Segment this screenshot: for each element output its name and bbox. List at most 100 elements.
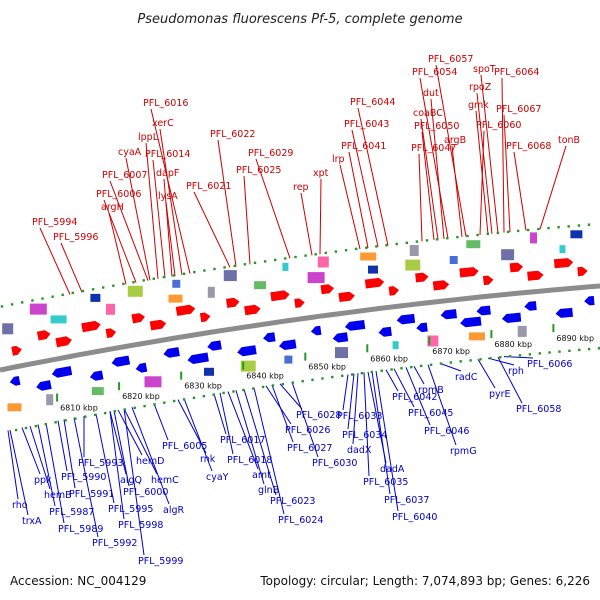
gene-label-argb[interactable]: argB xyxy=(444,135,466,146)
forward-label-leader xyxy=(165,201,176,277)
forward-gene-labels[interactable]: PFL_5994 PFL_5996 argH PFL_6006 PFL_6007 cyaA… xyxy=(32,54,580,243)
grid-dot xyxy=(0,305,4,308)
gene-label-pfl_6068[interactable]: PFL_6068 xyxy=(506,141,551,152)
gene-label-algr[interactable]: algR xyxy=(163,505,184,516)
gene-label-pfl_6044[interactable]: PFL_6044 xyxy=(350,97,395,108)
gene-label-pfl_6054[interactable]: PFL_6054 xyxy=(412,67,457,78)
gene-label-dut[interactable]: dut xyxy=(423,88,439,99)
gene-label-pfl_6022[interactable]: PFL_6022 xyxy=(210,129,255,140)
gene-label-lysa[interactable]: lysA xyxy=(158,191,178,202)
gene-label-cyay[interactable]: cyaY xyxy=(206,472,229,483)
gene-label-pfl_6014[interactable]: PFL_6014 xyxy=(145,149,190,160)
gene-label-pfl_6023[interactable]: PFL_6023 xyxy=(270,496,315,507)
gene-label-tonb[interactable]: tonB xyxy=(558,135,580,146)
gene-label-pfl_6042[interactable]: PFL_6042 xyxy=(392,392,437,403)
gene-label-pfl_5996[interactable]: PFL_5996 xyxy=(53,232,98,243)
gene-label-pfl_6024[interactable]: PFL_6024 xyxy=(278,515,323,526)
gene-label-coabc[interactable]: coaBC xyxy=(413,108,443,119)
gene-label-pfl_6058[interactable]: PFL_6058 xyxy=(516,404,561,415)
gene-label-pfl_6007[interactable]: PFL_6007 xyxy=(102,170,147,181)
gene-label-pfl_6037[interactable]: PFL_6037 xyxy=(384,495,429,506)
gene-label-rpmg[interactable]: rpmG xyxy=(450,446,477,457)
gene-label-pfl_6018[interactable]: PFL_6018 xyxy=(227,455,272,466)
gene-label-pfl_6016[interactable]: PFL_6016 xyxy=(143,98,188,109)
gene-label-pfl_5989[interactable]: PFL_5989 xyxy=(58,524,103,535)
gene-label-pfl_6043[interactable]: PFL_6043 xyxy=(344,119,389,130)
gene-label-pfl_6057[interactable]: PFL_6057 xyxy=(428,54,473,65)
gene-label-dada[interactable]: dadA xyxy=(380,464,405,475)
gene-label-spot[interactable]: spoT xyxy=(473,64,496,75)
gene-label-pfl_6021[interactable]: PFL_6021 xyxy=(186,181,231,192)
gene-label-rep[interactable]: rep xyxy=(293,182,309,193)
gene-label-pfl_6047[interactable]: PFL_6047 xyxy=(411,143,456,154)
gene-label-rnk[interactable]: rnk xyxy=(200,454,216,465)
gene-label-lrp[interactable]: lrp xyxy=(332,154,345,165)
scale-tick-label: 6840 kbp xyxy=(246,372,284,381)
gene-label-pfl_6017[interactable]: PFL_6017 xyxy=(220,435,265,446)
gene-label-pfl_6040[interactable]: PFL_6040 xyxy=(392,512,437,523)
gene-label-pfl_5987[interactable]: PFL_5987 xyxy=(49,507,94,518)
gene-label-hemd[interactable]: hemD xyxy=(136,456,164,467)
gene-label-pfl_6028[interactable]: PFL_6028 xyxy=(296,410,341,421)
grid-dot xyxy=(94,413,97,417)
gene-label-pfl_6050[interactable]: PFL_6050 xyxy=(414,121,459,132)
gene-label-pfl_6060[interactable]: PFL_6060 xyxy=(476,120,521,131)
gene-label-gmk[interactable]: gmk xyxy=(468,100,489,111)
gene-label-pfl_6027[interactable]: PFL_6027 xyxy=(287,443,332,454)
reverse-label-leader xyxy=(439,362,462,372)
gene-label-pfl_6030[interactable]: PFL_6030 xyxy=(312,458,357,469)
gene-label-ppk[interactable]: ppk xyxy=(34,475,52,486)
gene-label-amt[interactable]: amt xyxy=(252,470,271,481)
gene-label-xpt[interactable]: xpt xyxy=(313,168,329,179)
forward-gene-arrow xyxy=(527,270,544,281)
gene-label-pfl_5993[interactable]: PFL_5993 xyxy=(78,458,123,469)
gene-label-rpmb[interactable]: rpmB xyxy=(418,385,444,396)
gene-label-lppl[interactable]: lppL xyxy=(138,132,159,143)
gene-label-radc[interactable]: radC xyxy=(455,372,478,383)
gene-label-pfl_5999[interactable]: PFL_5999 xyxy=(138,556,183,567)
grid-dot xyxy=(103,411,107,415)
gene-label-pyre[interactable]: pyrE xyxy=(489,389,511,400)
gene-label-rho[interactable]: rho xyxy=(12,500,28,511)
gene-label-rph[interactable]: rph xyxy=(508,366,524,377)
gene-label-trxa[interactable]: trxA xyxy=(22,516,42,527)
gene-label-dapf[interactable]: dapF xyxy=(156,168,179,179)
gene-label-pfl_6025[interactable]: PFL_6025 xyxy=(236,165,281,176)
gene-label-pfl_6005[interactable]: PFL_6005 xyxy=(162,441,207,452)
gene-label-hemc[interactable]: hemC xyxy=(151,475,179,486)
gene-label-pfl_6026[interactable]: PFL_6026 xyxy=(285,425,330,436)
gene-label-pfl_6034[interactable]: PFL_6034 xyxy=(342,430,387,441)
gene-label-pfl_6046[interactable]: PFL_6046 xyxy=(424,426,469,437)
gene-label-pfl_6035[interactable]: PFL_6035 xyxy=(363,477,408,488)
gene-label-pfl_6000[interactable]: PFL_6000 xyxy=(123,487,168,498)
gene-label-pfl_6064[interactable]: PFL_6064 xyxy=(494,67,539,78)
gene-label-argh[interactable]: argH xyxy=(101,202,124,213)
gene-label-pfl_6029[interactable]: PFL_6029 xyxy=(248,148,293,159)
gene-label-pfl_5994[interactable]: PFL_5994 xyxy=(32,217,77,228)
gene-label-pfl_6041[interactable]: PFL_6041 xyxy=(341,141,386,152)
gene-label-rpoz[interactable]: rpoZ xyxy=(469,82,492,93)
feature-box xyxy=(307,272,325,284)
gene-label-pfl_5991[interactable]: PFL_5991 xyxy=(69,489,114,500)
gene-label-pfl_5995[interactable]: PFL_5995 xyxy=(108,504,153,515)
gene-label-pfl_5990[interactable]: PFL_5990 xyxy=(61,472,106,483)
reverse-gene-labels[interactable]: rho trxA ppk hemB PFL_5987 PFL_5989 PFL_5990 PF… xyxy=(12,359,572,567)
gene-label-pfl_5992[interactable]: PFL_5992 xyxy=(92,538,137,549)
gene-label-algq[interactable]: algQ xyxy=(120,475,142,486)
gene-label-pfl_6033[interactable]: PFL_6033 xyxy=(337,411,382,422)
gene-label-pfl_6067[interactable]: PFL_6067 xyxy=(496,104,541,115)
gene-label-pfl_6066[interactable]: PFL_6066 xyxy=(527,359,572,370)
gene-label-dadx[interactable]: dadX xyxy=(347,445,372,456)
gene-label-pfl_5998[interactable]: PFL_5998 xyxy=(118,520,163,531)
forward-label-leader xyxy=(418,153,423,242)
reverse-label-leader xyxy=(57,420,68,472)
grid-dot xyxy=(360,372,364,375)
gene-label-pfl_6045[interactable]: PFL_6045 xyxy=(408,408,453,419)
gene-label-xerc[interactable]: xerC xyxy=(152,118,174,129)
gene-label-pfl_6006[interactable]: PFL_6006 xyxy=(96,189,141,200)
grid-dot xyxy=(271,384,275,387)
grid-dot xyxy=(597,347,600,350)
gene-label-glnb[interactable]: glnB xyxy=(258,485,279,496)
gene-label-hemb[interactable]: hemB xyxy=(44,490,72,501)
gene-label-cyaa[interactable]: cyaA xyxy=(118,147,142,158)
